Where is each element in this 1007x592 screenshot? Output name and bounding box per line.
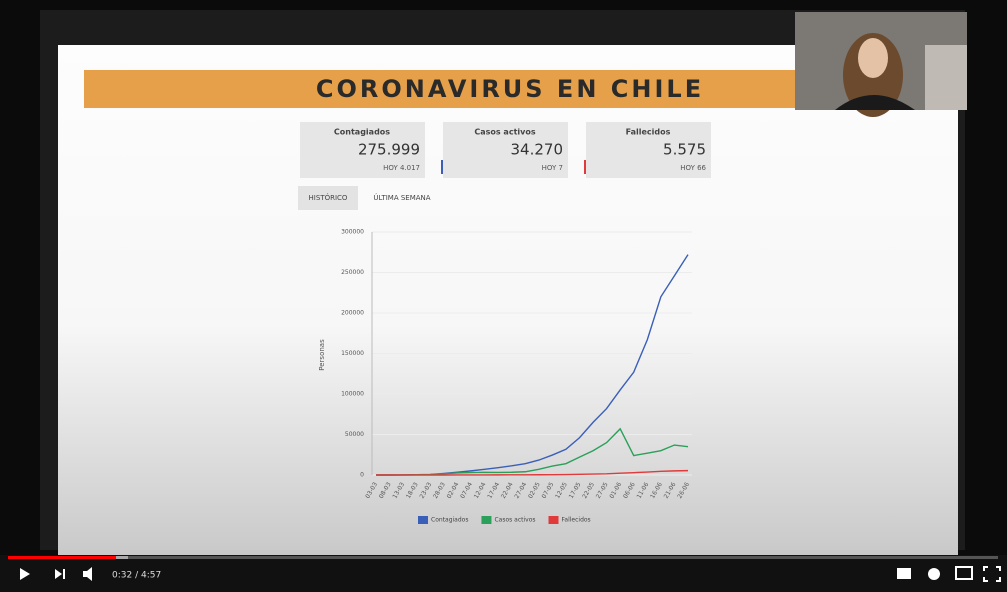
webcam-body [835, 95, 915, 110]
y-axis-label: Personas [318, 339, 326, 371]
title-band [84, 70, 935, 108]
time-display: 0:32 / 4:57 [112, 571, 161, 581]
webcam-face [858, 38, 888, 78]
y-tick-label: 250000 [341, 269, 364, 276]
legend-swatch [548, 516, 559, 524]
card-label: Contagiados [334, 128, 390, 137]
stat-card [443, 122, 568, 178]
webcam-wall [925, 45, 967, 110]
y-tick-label: 150000 [341, 350, 364, 357]
card-today: HOY 4.017 [383, 164, 420, 172]
card-accent [441, 160, 443, 174]
y-tick-label: 300000 [341, 229, 364, 236]
card-label: Casos activos [474, 128, 535, 137]
slide [58, 45, 958, 555]
card-value: 34.270 [511, 141, 564, 159]
legend-label: Fallecidos [562, 517, 591, 524]
card-label: Fallecidos [626, 128, 671, 137]
legend-swatch [481, 516, 492, 524]
progress-played[interactable] [8, 556, 116, 559]
card-today: HOY 66 [680, 164, 706, 172]
y-tick-label: 0 [360, 472, 364, 479]
subtitles-button[interactable] [897, 568, 911, 579]
y-tick-label: 100000 [341, 391, 364, 398]
y-tick-label: 50000 [345, 431, 364, 438]
card-value: 5.575 [663, 141, 706, 159]
progress-track [8, 556, 998, 559]
legend-swatch [418, 516, 428, 524]
legend-label: Casos activos [494, 517, 535, 524]
volume-button[interactable] [83, 567, 92, 581]
stat-card [586, 122, 711, 178]
control-bar [0, 555, 1007, 592]
card-accent [584, 160, 586, 174]
card-today: HOY 7 [542, 164, 563, 172]
series-line [376, 469, 689, 476]
stat-card [300, 122, 425, 178]
y-tick-label: 200000 [341, 310, 364, 317]
card-value: 275.999 [358, 141, 420, 159]
tab-active[interactable] [298, 186, 358, 210]
tab[interactable]: ÚLTIMA SEMANA [373, 193, 430, 202]
webcam [795, 12, 967, 117]
play-button[interactable] [20, 568, 30, 580]
next-button[interactable] [55, 569, 65, 579]
settings-button[interactable] [928, 568, 940, 580]
legend-label: Contagiados [431, 517, 468, 524]
fullscreen-button[interactable] [983, 566, 1001, 582]
tab[interactable]: HISTÓRICO [309, 193, 348, 202]
miniplayer-button[interactable] [955, 566, 973, 580]
slide-title: CORONAVIRUS EN CHILE [316, 75, 704, 103]
